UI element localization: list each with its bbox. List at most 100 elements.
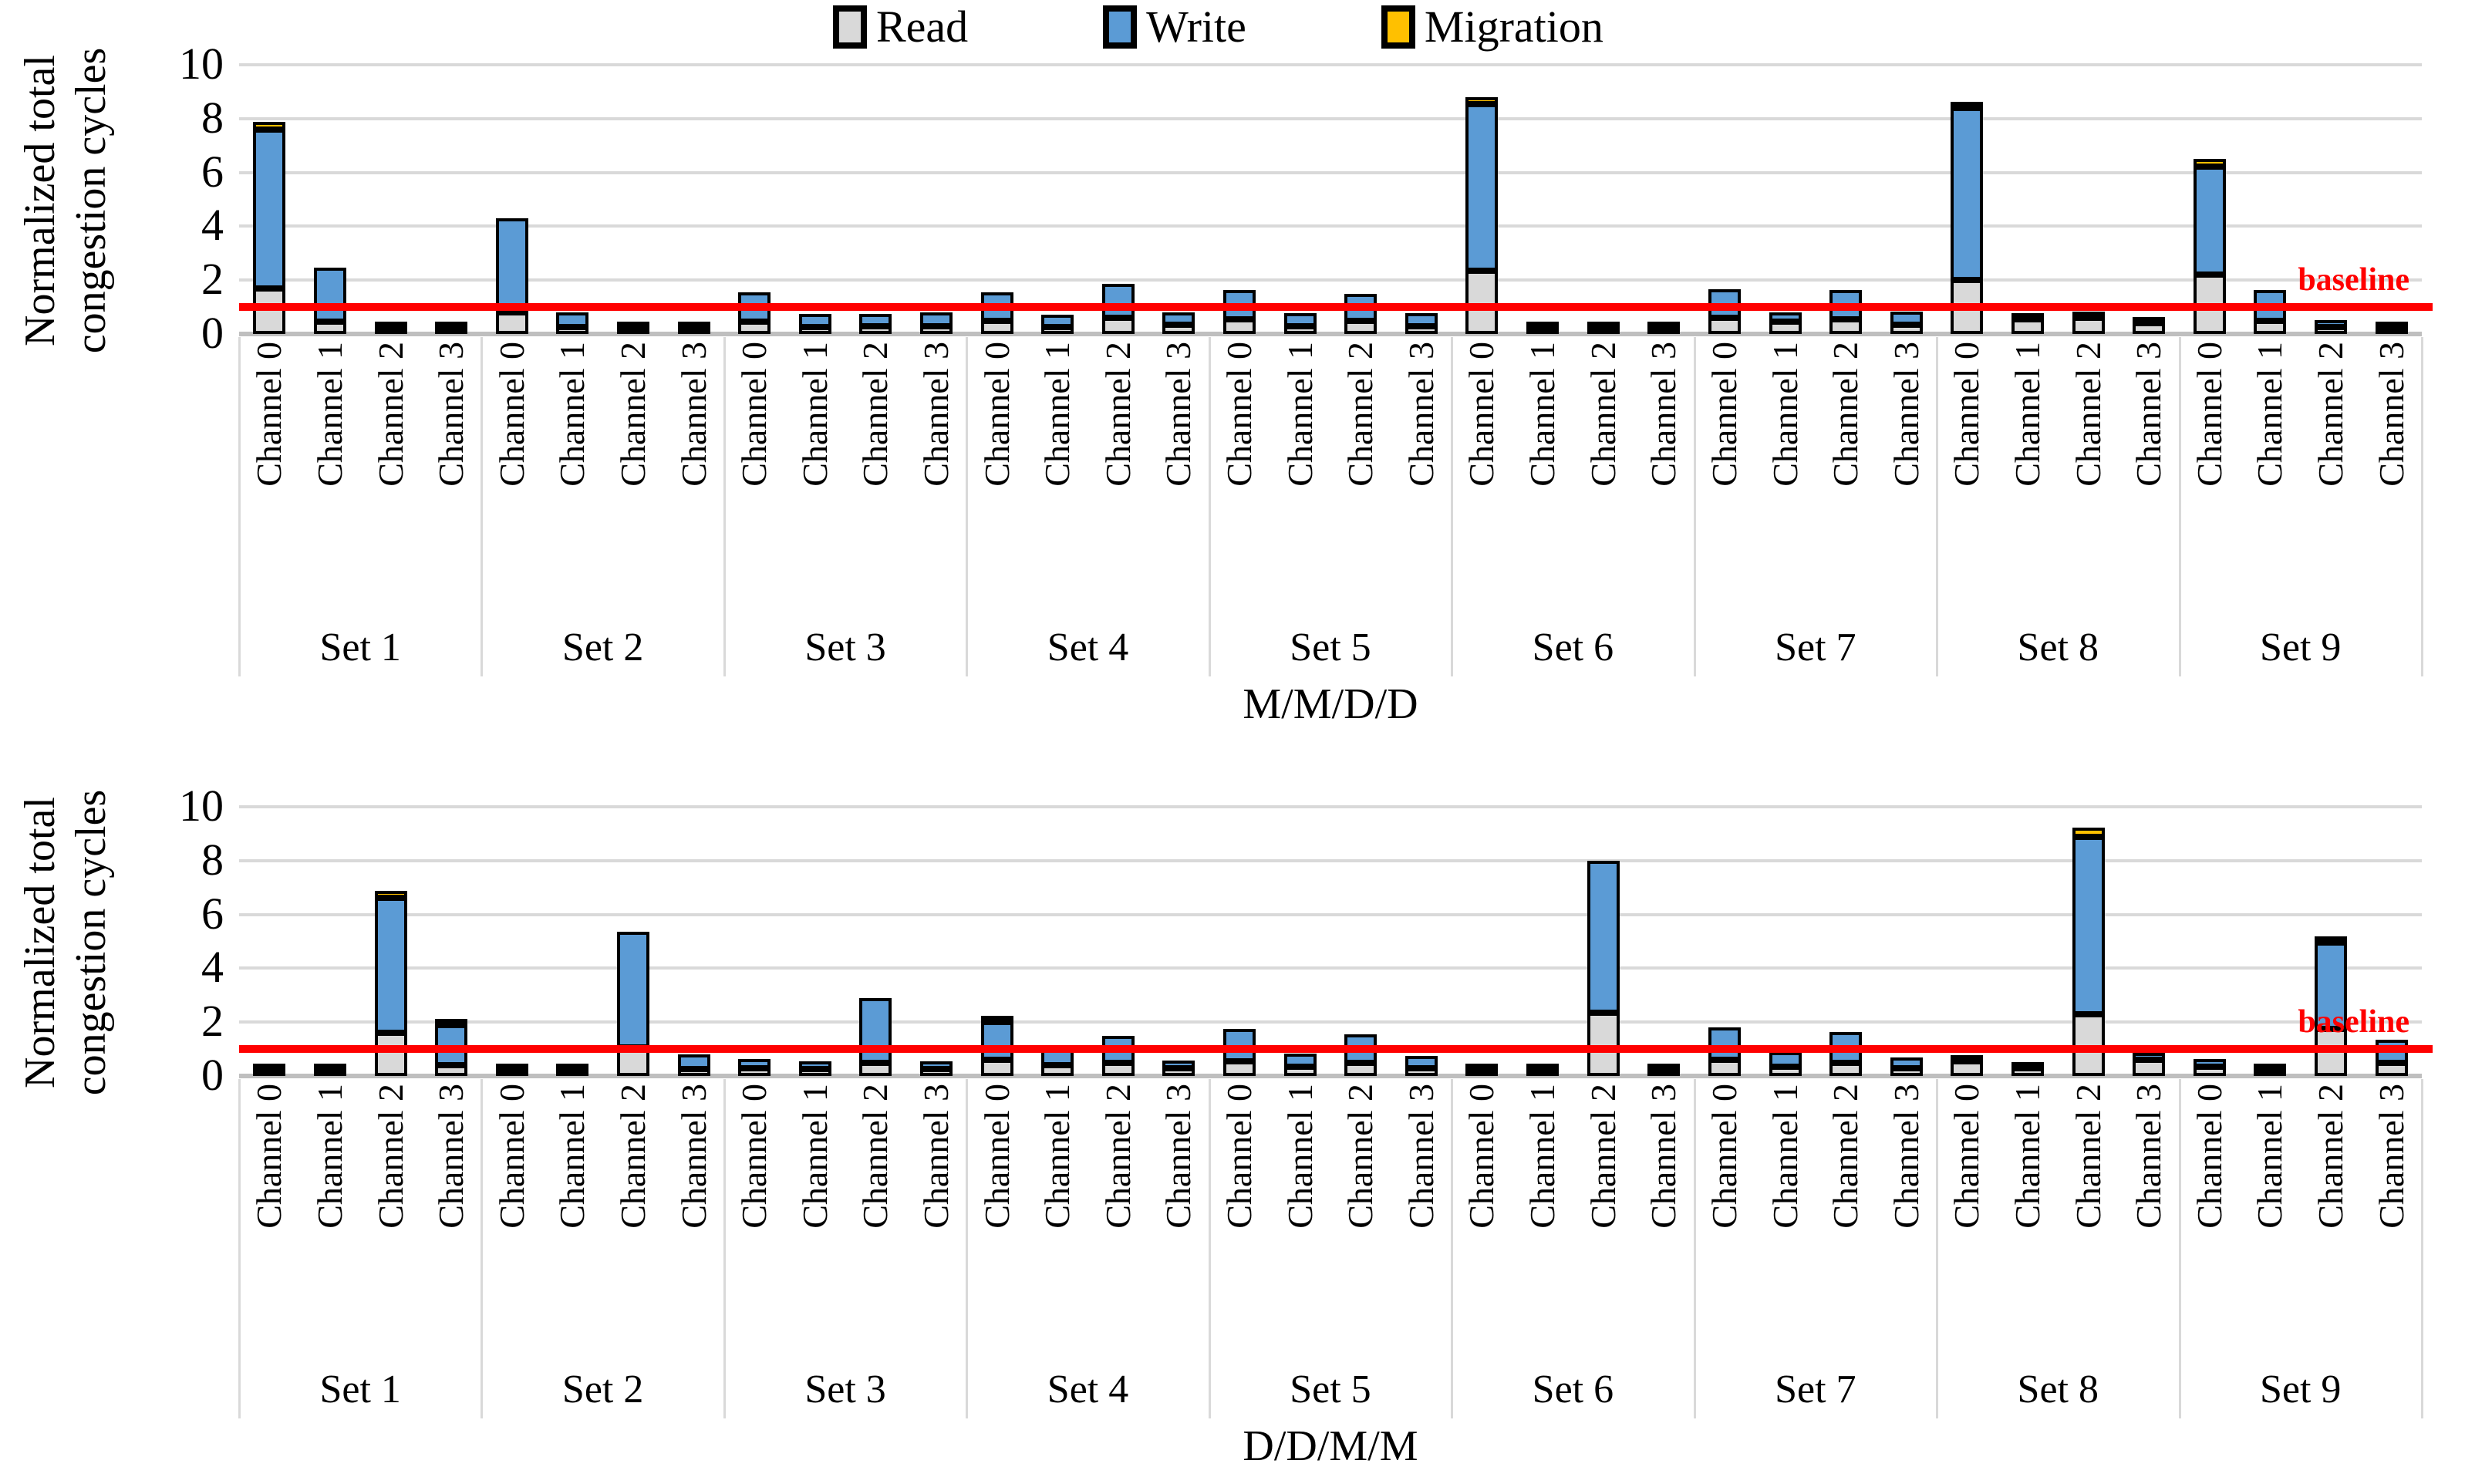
- stacked-bar-set6-ch2: [1587, 861, 1620, 1076]
- stacked-bar-set8-ch1: [2011, 313, 2044, 334]
- stacked-bar-set4-ch2: [1101, 284, 1135, 334]
- set-label: Set 6: [1532, 1368, 1614, 1411]
- baseline-line: [239, 1045, 2433, 1054]
- bar-slot: [845, 807, 906, 1076]
- x-label-slot: Channel 2: [360, 1084, 421, 1357]
- x-label-slot: Channel 3: [1634, 1084, 1694, 1357]
- bar-slot: [2119, 807, 2180, 1076]
- stacked-bar-set4-ch3: [1162, 1061, 1195, 1076]
- bar-slot: [1512, 807, 1573, 1076]
- x-label-slot: Channel 2: [2301, 1084, 2362, 1357]
- bar-slot: [1512, 65, 1573, 334]
- stacked-bar-set9-ch1: [2254, 290, 2287, 334]
- set-label: Set 1: [319, 1368, 401, 1411]
- bar-slot: [542, 807, 603, 1076]
- channel-label: Channel 1: [1037, 1084, 1077, 1229]
- set-divider: [1208, 1079, 1211, 1418]
- channel-label: Channel 0: [1947, 342, 1987, 487]
- segment-migration: [1951, 102, 1984, 108]
- gridline-6: [239, 170, 2422, 174]
- stacked-bar-set9-ch0: [2193, 1059, 2226, 1076]
- bar-slot: [1270, 807, 1330, 1076]
- segment-write: [1465, 1064, 1499, 1070]
- segment-read: [677, 328, 710, 334]
- x-label-set: Channel 0 Channel 1 Channel 2 Channel 3: [1209, 1084, 1452, 1357]
- channel-label: Channel 3: [1886, 342, 1926, 487]
- bar-slot: [1330, 807, 1391, 1076]
- set-divider: [2178, 1079, 2181, 1418]
- set-label: Set 4: [1047, 1368, 1129, 1411]
- set-label: Set 4: [1047, 626, 1129, 669]
- segment-read: [495, 1070, 528, 1076]
- bar-slot: [1634, 807, 1694, 1076]
- y-tick-label: 10: [179, 781, 224, 831]
- channel-label: Channel 0: [976, 342, 1017, 487]
- x-label-slot: Channel 0: [1937, 342, 1998, 615]
- segment-read: [1647, 328, 1681, 334]
- channel-label: Channel 0: [491, 342, 531, 487]
- segment-read: [2011, 319, 2044, 334]
- set-label: Set 7: [1775, 1368, 1856, 1411]
- stacked-bar-set9-ch1: [2254, 1064, 2287, 1076]
- set-label: Set 7: [1775, 626, 1856, 669]
- x-label-slot: Channel 3: [2119, 1084, 2180, 1357]
- segment-read: [1769, 322, 1802, 334]
- segment-write: [2133, 317, 2166, 323]
- bar-slot: [360, 65, 421, 334]
- x-label-slot: Channel 0: [1209, 342, 1270, 615]
- segment-write: [1101, 284, 1135, 318]
- x-label-slot: Channel 0: [1452, 1084, 1512, 1357]
- set-divider: [1693, 1079, 1696, 1418]
- segment-read: [435, 328, 468, 334]
- y-axis-title-line1: Normalized total: [16, 55, 64, 346]
- segment-write: [1890, 312, 1923, 325]
- set-group-2: [481, 65, 723, 334]
- segment-write: [2072, 837, 2105, 1014]
- channel-label: Channel 0: [734, 1084, 774, 1229]
- segment-write: [2011, 1062, 2044, 1068]
- set-divider: [966, 1079, 969, 1418]
- channel-label: Channel 1: [1523, 1084, 1563, 1229]
- stacked-bar-set1-ch2: [374, 322, 407, 334]
- stacked-bar-set5-ch0: [1223, 1029, 1256, 1076]
- y-axis-title-line2: congestion cycles: [67, 789, 115, 1096]
- migration-swatch-icon: [1381, 5, 1415, 49]
- stacked-bar-set4-ch3: [1162, 312, 1195, 334]
- set-divider: [1693, 337, 1696, 676]
- x-label-slot: Channel 0: [1452, 342, 1512, 615]
- bar-slot: [481, 807, 542, 1076]
- stacked-bar-set5-ch1: [1283, 1054, 1317, 1076]
- channel-label: Channel 3: [673, 1084, 713, 1229]
- channel-label: Channel 2: [370, 342, 410, 487]
- stacked-bar-set1-ch0: [253, 122, 286, 334]
- bar-slot: [784, 807, 845, 1076]
- segment-migration: [2193, 159, 2226, 167]
- bar-slot: [1876, 65, 1937, 334]
- x-label-set: Channel 0 Channel 1 Channel 2 Channel 3: [239, 342, 481, 615]
- segment-read: [859, 1063, 892, 1076]
- x-label-slot: Channel 1: [1270, 1084, 1330, 1357]
- segment-read: [1404, 326, 1438, 334]
- gridline-4: [239, 224, 2422, 228]
- x-label-slot: Channel 1: [1998, 1084, 2059, 1357]
- segment-write: [1587, 322, 1620, 328]
- x-label-slot: Channel 0: [1209, 1084, 1270, 1357]
- channel-label: Channel 2: [612, 342, 653, 487]
- stacked-bar-set3-ch0: [738, 292, 771, 334]
- bar-slot: [906, 65, 967, 334]
- bar-slot: [906, 807, 967, 1076]
- x-label-slot: Channel 1: [1027, 1084, 1088, 1357]
- set-group-6: [1452, 807, 1694, 1076]
- x-label-slot: Channel 1: [300, 342, 361, 615]
- x-label-slot: Channel 2: [845, 1084, 906, 1357]
- stacked-bar-set6-ch1: [1526, 322, 1560, 334]
- segment-read: [2254, 1070, 2287, 1076]
- x-label-set: Channel 0 Channel 1 Channel 2 Channel 3: [239, 1084, 481, 1357]
- segment-read: [738, 322, 771, 334]
- x-label-slot: Channel 3: [2119, 342, 2180, 615]
- bar-slot: [2240, 807, 2301, 1076]
- bar-slot: [845, 65, 906, 334]
- channel-label: Channel 3: [1644, 342, 1684, 487]
- channel-label: Channel 3: [2371, 1084, 2411, 1229]
